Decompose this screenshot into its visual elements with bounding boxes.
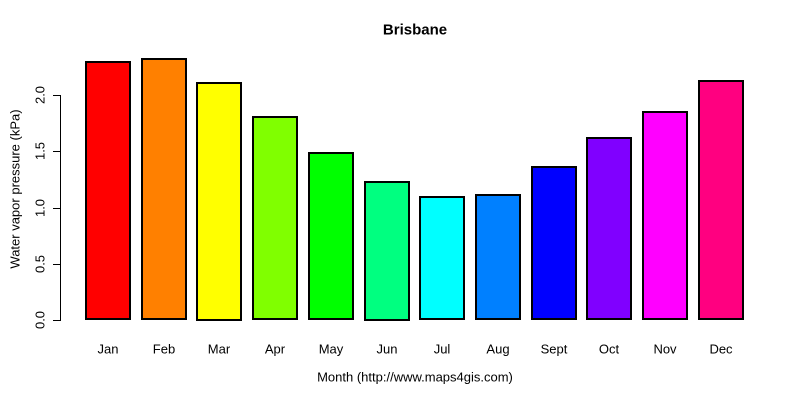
x-axis-title: Month (http://www.maps4gis.com) bbox=[317, 369, 513, 385]
y-axis-tick-label: 0.5 bbox=[32, 254, 48, 273]
y-axis-tick bbox=[53, 263, 60, 265]
bar-apr bbox=[252, 116, 298, 320]
y-axis-tick bbox=[53, 320, 60, 321]
bar-dec bbox=[698, 80, 744, 320]
y-axis-tick bbox=[53, 95, 60, 96]
x-axis-category-label: Jan bbox=[97, 341, 119, 357]
bar-jan bbox=[85, 61, 131, 320]
y-axis-tick-label: 2.0 bbox=[32, 85, 48, 105]
bar-jun bbox=[364, 181, 410, 321]
y-axis-tick bbox=[53, 151, 60, 153]
x-axis-category-label: Apr bbox=[264, 341, 286, 357]
y-axis-line bbox=[60, 95, 61, 321]
x-axis-category-label: Dec bbox=[709, 341, 733, 357]
y-axis-tick bbox=[53, 207, 60, 209]
y-axis-title: Water vapor pressure (kPa) bbox=[7, 109, 23, 269]
bar-sept bbox=[531, 166, 577, 320]
bar-mar bbox=[196, 82, 242, 321]
x-axis-category-label: Feb bbox=[152, 341, 176, 357]
x-axis-category-label: May bbox=[318, 341, 344, 357]
bar-may bbox=[308, 152, 354, 320]
x-axis-category-label: Jun bbox=[376, 341, 398, 357]
bar-feb bbox=[141, 58, 187, 320]
x-axis-category-label: Sept bbox=[540, 341, 568, 357]
bar-aug bbox=[475, 194, 521, 320]
bar-jul bbox=[419, 196, 465, 320]
bar-nov bbox=[642, 111, 688, 320]
x-axis-category-label: Jul bbox=[433, 341, 451, 357]
x-axis-category-label: Oct bbox=[598, 341, 620, 357]
y-axis-tick-label: 1.0 bbox=[32, 198, 48, 217]
x-axis-category-label: Mar bbox=[207, 341, 231, 357]
bar-oct bbox=[586, 137, 632, 320]
chart-title: Brisbane bbox=[382, 21, 448, 39]
x-axis-category-label: Aug bbox=[486, 341, 510, 357]
x-axis-category-label: Nov bbox=[653, 341, 677, 357]
y-axis-tick-label: 0.0 bbox=[32, 310, 48, 330]
y-axis-tick-label: 1.5 bbox=[32, 142, 48, 161]
